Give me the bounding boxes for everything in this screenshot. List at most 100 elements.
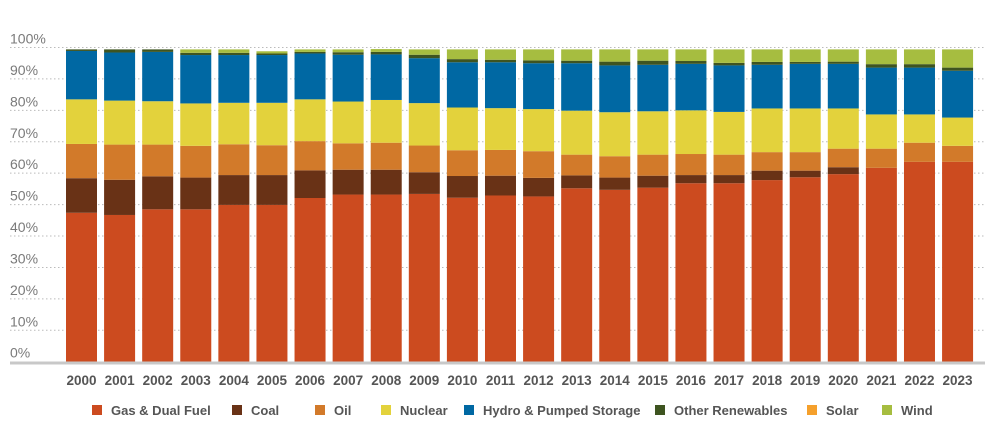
bar-segment-nuclear [180, 103, 212, 146]
bar-segment-coal [370, 169, 402, 195]
x-tick-label: 2000 [66, 373, 96, 388]
bar-segment-oil [484, 149, 516, 176]
bar-segment-gas-dual-fuel [903, 161, 935, 362]
bar-stack-2023 [942, 49, 974, 362]
bar-segment-oil [104, 144, 136, 180]
bar-stack-2021 [865, 49, 897, 362]
bar-segment-oil [675, 154, 707, 176]
bar-segment-other-renewables [408, 54, 440, 59]
bar-segment-wind [561, 49, 593, 61]
legend-label: Wind [901, 403, 933, 418]
bar-stack-2019 [789, 49, 821, 362]
legend-item: Gas & Dual Fuel [92, 403, 211, 418]
bar-segment-other-renewables [751, 61, 783, 65]
bar-segment-coal [180, 177, 212, 210]
legend-label: Hydro & Pumped Storage [483, 403, 640, 418]
bar-segment-coal [256, 175, 288, 205]
bar-segment-hydro-pumped-storage [408, 58, 440, 104]
bar-segment-hydro-pumped-storage [256, 55, 288, 103]
bar-segment-gas-dual-fuel [66, 212, 97, 362]
legend-label: Oil [334, 403, 351, 418]
legend: Gas & Dual Fuel Coal Oil Nuclear Hydro & Pum… [92, 403, 933, 418]
bar-segment-gas-dual-fuel [713, 183, 745, 362]
bar-stack-2008 [370, 49, 402, 362]
x-tick-label: 2013 [562, 373, 593, 388]
bar-segment-other-renewables [370, 51, 402, 55]
legend-item: Hydro & Pumped Storage [464, 403, 640, 418]
bar-stack-2017 [713, 49, 745, 362]
bar-segment-nuclear [751, 108, 783, 153]
bar-stack-2007 [332, 49, 364, 362]
bar-segment-oil [599, 156, 631, 178]
bar-segment-nuclear [789, 108, 821, 153]
x-tick-label: 2003 [181, 373, 212, 388]
legend-swatch [807, 405, 817, 415]
legend-item: Coal [232, 403, 279, 418]
bar-segment-coal [332, 169, 364, 195]
bar-segment-hydro-pumped-storage [523, 63, 555, 110]
x-tick-label: 2004 [219, 373, 250, 388]
bar-segment-oil [751, 152, 783, 171]
bar-segment-wind [180, 49, 212, 53]
bar-segment-wind [751, 49, 783, 62]
bar-segment-coal [294, 170, 326, 199]
bar-segment-gas-dual-fuel [446, 197, 478, 362]
bar-segment-hydro-pumped-storage [142, 51, 174, 102]
bar-segment-coal [751, 170, 783, 181]
y-tick-label: 50% [10, 188, 38, 204]
bar-stack-2012 [523, 49, 555, 362]
bar-segment-wind [942, 49, 974, 68]
bar-segment-hydro-pumped-storage [104, 52, 136, 101]
bar-stack-2018 [751, 49, 783, 362]
x-axis-ticks: 2000 2001 2002 2003 2004 2005 2006 2007 2008 2009… [66, 373, 973, 388]
bar-segment-nuclear [218, 102, 250, 145]
bar-segment-gas-dual-fuel [523, 196, 555, 362]
bar-segment-other-renewables [104, 49, 136, 53]
bar-segment-gas-dual-fuel [332, 194, 364, 362]
bar-segment-wind [523, 49, 555, 61]
bar-segment-oil [789, 152, 821, 171]
bar-stack-2013 [561, 49, 593, 362]
bar-stack-2005 [256, 51, 288, 362]
legend-item: Other Renewables [655, 403, 787, 418]
bar-segment-hydro-pumped-storage [751, 64, 783, 109]
bar-segment-nuclear [942, 117, 974, 146]
bar-segment-other-renewables [713, 62, 745, 66]
bar-segment-oil [865, 148, 897, 168]
bar-segment-nuclear [827, 108, 859, 149]
bars [66, 49, 974, 362]
bar-segment-coal [408, 172, 440, 194]
bar-stack-2015 [637, 49, 669, 362]
bar-segment-gas-dual-fuel [942, 161, 974, 362]
bar-segment-gas-dual-fuel [751, 180, 783, 362]
bar-stack-2004 [218, 49, 250, 362]
bar-segment-hydro-pumped-storage [675, 63, 707, 111]
bar-segment-coal [446, 176, 478, 198]
bar-segment-wind [903, 49, 935, 65]
x-tick-label: 2002 [143, 373, 173, 388]
bar-segment-hydro-pumped-storage [942, 70, 974, 118]
bar-segment-other-renewables [446, 59, 478, 63]
legend-item: Wind [882, 403, 933, 418]
x-tick-label: 2014 [600, 373, 631, 388]
bar-segment-nuclear [523, 109, 555, 152]
bar-segment-coal [675, 175, 707, 184]
bar-segment-other-renewables [256, 53, 288, 56]
y-tick-label: 30% [10, 250, 38, 266]
bar-segment-other-renewables [332, 52, 364, 55]
bar-segment-hydro-pumped-storage [294, 53, 326, 100]
bar-segment-hydro-pumped-storage [903, 67, 935, 115]
bar-stack-2003 [180, 49, 212, 362]
bar-segment-other-renewables [827, 61, 859, 64]
x-tick-label: 2017 [714, 373, 744, 388]
bar-stack-2016 [675, 49, 707, 362]
legend-item: Nuclear [381, 403, 448, 418]
bar-segment-gas-dual-fuel [408, 193, 440, 362]
bar-segment-oil [332, 143, 364, 170]
bar-segment-other-renewables [142, 49, 174, 52]
x-tick-label: 2001 [105, 373, 136, 388]
bar-segment-hydro-pumped-storage [561, 63, 593, 111]
bar-segment-other-renewables [180, 52, 212, 56]
bar-segment-oil [370, 142, 402, 170]
bar-segment-oil [66, 143, 97, 179]
